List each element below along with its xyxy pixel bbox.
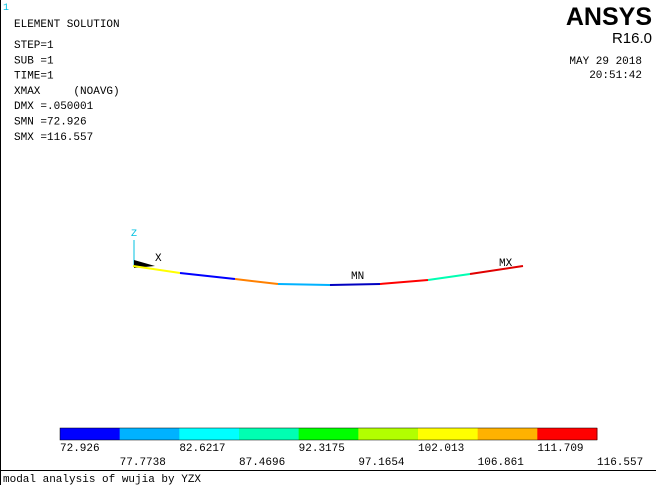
info-block: STEP=1 SUB =1 TIME=1 XMAX (NOAVG) DMX =.0500… — [14, 40, 120, 144]
info-line: DMX =.050001 — [14, 101, 94, 113]
legend-value: 111.709 — [537, 443, 583, 455]
caption: modal analysis of wujia by YZX — [3, 474, 201, 485]
beam-segment — [329, 283, 381, 286]
legend-border — [59, 427, 598, 441]
min-marker: MN — [351, 271, 364, 283]
legend-band — [179, 428, 240, 440]
info-line: TIME=1 — [14, 71, 54, 83]
legend-band — [537, 428, 598, 440]
legend-value: 97.1654 — [358, 457, 405, 469]
legend-band — [239, 428, 300, 440]
legend-value: 116.557 — [597, 457, 643, 469]
legend-value: 106.861 — [478, 457, 525, 469]
info-line: STEP=1 — [14, 40, 54, 52]
info-line: XMAX (NOAVG) — [14, 86, 120, 98]
legend-band — [418, 428, 479, 440]
legend-band — [477, 428, 538, 440]
info-line: SUB =1 — [14, 55, 54, 67]
legend-value: 77.7738 — [120, 457, 166, 469]
beam-segment — [427, 273, 471, 281]
info-line: SMX =116.557 — [14, 132, 93, 144]
legend-band — [60, 428, 121, 440]
plot-title: ELEMENT SOLUTION — [14, 19, 120, 31]
z-label: Z — [131, 229, 137, 240]
legend-value: 87.4696 — [239, 457, 285, 469]
beam-segment — [179, 272, 236, 280]
legend: 72.926 77.7738 82.6217 87.4696 92.3175 97.165… — [59, 427, 643, 469]
beam-segment — [277, 283, 331, 286]
beam-segment — [379, 279, 429, 285]
info-line: SMN =72.926 — [14, 117, 87, 129]
beam-segment — [132, 265, 181, 274]
version: R16.0 — [612, 30, 652, 47]
legend-value: 102.013 — [418, 443, 464, 455]
logo: ANSYS — [566, 3, 652, 31]
beam-segment — [469, 265, 524, 275]
legend-value: 72.926 — [60, 443, 100, 455]
legend-band — [298, 428, 359, 440]
legend-band — [119, 428, 180, 440]
legend-value: 82.6217 — [179, 443, 225, 455]
date: MAY 29 2018 — [569, 56, 642, 68]
time: 20:51:42 — [589, 70, 642, 82]
window-number: 1 — [3, 3, 9, 14]
legend-value: 92.3175 — [299, 443, 345, 455]
x-label: X — [155, 253, 162, 265]
beam-segment — [234, 278, 279, 285]
max-marker: MX — [499, 258, 513, 270]
beam — [132, 265, 524, 286]
legend-band — [358, 428, 419, 440]
